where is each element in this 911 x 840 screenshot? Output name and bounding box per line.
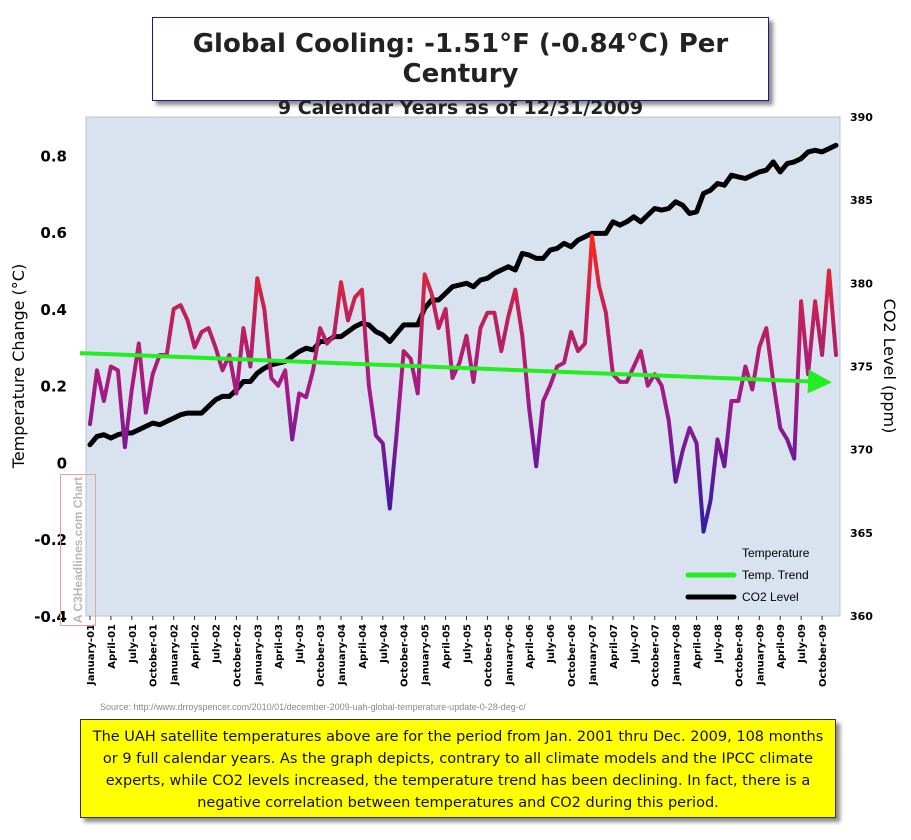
x-tick-label: January-07	[588, 624, 599, 686]
title-box: Global Cooling: -1.51°F (-0.84°C) Per Ce…	[152, 17, 769, 119]
y-axis-right-label: CO2 Level (ppm)	[880, 299, 899, 434]
x-tick-label: July-04	[379, 624, 390, 664]
x-tick-label: July-01	[128, 624, 139, 664]
legend-label: Temp. Trend	[742, 568, 809, 582]
y-tick-label-left: 0.4	[40, 301, 67, 319]
y-tick-label-right: 385	[850, 194, 873, 207]
trend-series	[79, 351, 832, 394]
legend-label: Temperature	[742, 546, 810, 560]
chart-title: Global Cooling: -1.51°F (-0.84°C) Per Ce…	[192, 29, 729, 89]
x-tick-label: July-08	[713, 624, 724, 664]
explanation-box: The UAH satellite temperatures above are…	[80, 719, 836, 818]
x-tick-label: October-07	[651, 624, 662, 687]
x-tick-label: October-08	[734, 624, 745, 687]
x-tick-label: October-04	[400, 624, 411, 687]
y-tick-label-left: 0.8	[40, 147, 67, 165]
x-tick-label: July-05	[462, 624, 473, 664]
x-tick-label: July-03	[295, 624, 306, 664]
watermark: A C3Headlines.com Chart	[60, 474, 96, 626]
x-tick-label: April-01	[107, 624, 118, 669]
y-axis-right: 360 365 370 375 380 385 390	[850, 111, 873, 623]
x-tick-label: January-01	[86, 624, 97, 686]
x-tick-label: January-06	[504, 624, 515, 686]
x-tick-label: April-06	[525, 624, 536, 669]
x-tick-label: October-02	[232, 624, 243, 687]
watermark-text: A C3Headlines.com Chart	[71, 476, 85, 624]
y-tick-label-right: 390	[850, 111, 873, 124]
x-tick-label: April-05	[442, 624, 453, 669]
x-tick-label: January-09	[755, 624, 766, 686]
x-tick-label: October-05	[483, 624, 494, 687]
chart-subtitle: 9 Calendar Years as of 12/31/2009	[277, 97, 644, 119]
x-tick-label: April-07	[609, 624, 620, 669]
x-axis: January-01 April-01 July-01 October-01 Janua…	[86, 616, 829, 687]
x-tick-label: October-06	[567, 624, 578, 687]
y-axis-left-label: Temperature Change (°C)	[9, 264, 28, 469]
temperature-line	[88, 234, 838, 534]
x-tick-label: October-01	[149, 624, 160, 687]
explanation-text: The UAH satellite temperatures above are…	[92, 729, 824, 811]
y-tick-label-right: 370	[850, 444, 873, 457]
y-tick-label-left: 0.2	[40, 378, 67, 396]
x-tick-label: April-04	[358, 624, 369, 669]
y-tick-label-right: 375	[850, 361, 873, 374]
x-tick-label: April-03	[274, 624, 285, 669]
x-tick-label: July-02	[211, 624, 222, 664]
y-tick-label-right: 365	[850, 527, 873, 540]
co2-line	[87, 142, 839, 448]
x-tick-label: January-02	[170, 624, 181, 686]
x-tick-label: January-04	[337, 624, 348, 686]
x-tick-label: July-09	[797, 624, 808, 664]
source-note: Source: http://www.drroyspencer.com/2010…	[100, 702, 526, 712]
x-tick-label: January-03	[253, 624, 264, 686]
y-tick-label-right: 380	[850, 277, 873, 290]
x-tick-label: April-02	[191, 624, 202, 669]
y-tick-label-left: 0.6	[40, 224, 67, 242]
x-tick-label: April-08	[693, 624, 704, 669]
trend-line	[79, 351, 832, 394]
x-tick-label: October-03	[316, 624, 327, 687]
y-tick-label-left: -0.4	[34, 608, 67, 626]
y-tick-label-left: -0.2	[34, 531, 67, 549]
x-tick-label: July-06	[546, 624, 557, 664]
legend-label: CO2 Level	[742, 590, 799, 604]
x-tick-label: April-09	[776, 624, 787, 669]
x-tick-label: July-07	[630, 624, 641, 664]
x-tick-label: January-05	[421, 624, 432, 686]
x-tick-label: January-08	[672, 624, 683, 686]
x-tick-label: October-09	[818, 624, 829, 687]
y-tick-label-left: 0	[57, 454, 67, 472]
co2-series	[87, 142, 839, 448]
legend: Temperature Temp. Trend CO2 Level	[685, 546, 810, 604]
y-tick-label-right: 360	[850, 610, 873, 623]
temperature-series	[88, 234, 838, 534]
y-axis-left: -0.4 -0.2 0 0.2 0.4 0.6 0.8	[34, 147, 67, 626]
